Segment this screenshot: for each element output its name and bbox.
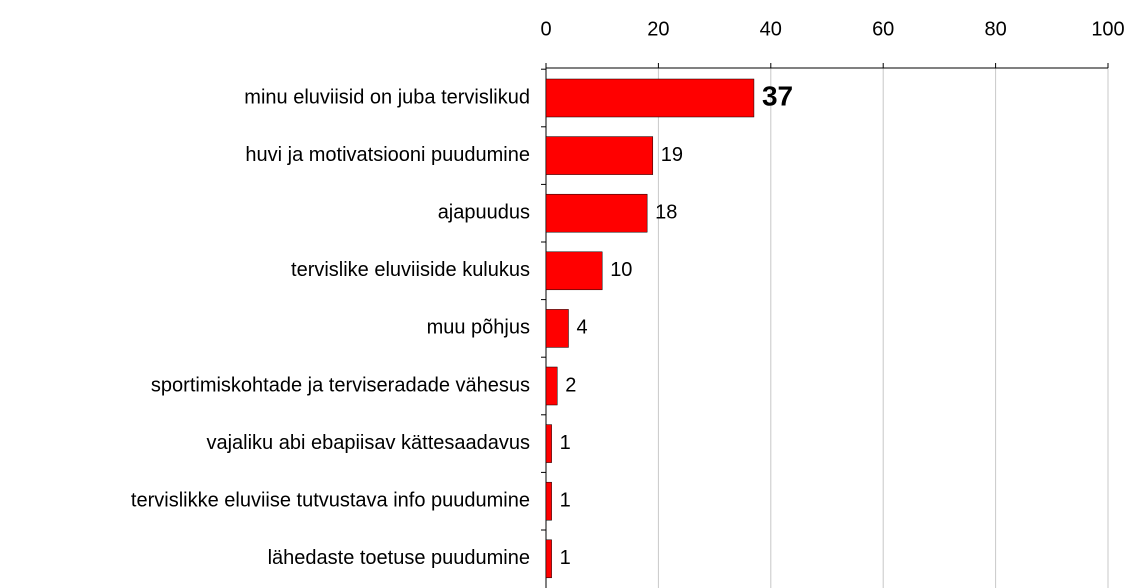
x-tick-label: 20 (647, 18, 669, 40)
bar (545, 366, 558, 406)
x-tick-label: 40 (760, 18, 782, 40)
bar (545, 309, 569, 348)
bar (545, 424, 552, 463)
y-tick-label: muu põhjus (427, 317, 530, 339)
bar (545, 539, 552, 579)
value-label: 10 (610, 259, 632, 281)
value-label: 1 (560, 432, 571, 454)
y-tick-label: tervislike eluviiside kulukus (291, 259, 530, 281)
bar (545, 78, 755, 118)
value-label: 1 (560, 547, 571, 569)
y-tick-label: sportimiskohtade ja terviseradade vähesu… (151, 374, 530, 396)
value-label: 1 (560, 489, 571, 511)
x-tick-label: 60 (872, 18, 894, 40)
y-tick-label: lähedaste toetuse puudumine (268, 547, 530, 569)
value-label: 2 (565, 374, 576, 396)
y-tick-label: tervislikke eluviise tutvustava info puu… (131, 489, 530, 511)
value-label: 19 (661, 144, 683, 166)
x-tick-label: 100 (1091, 18, 1124, 40)
y-tick-label: minu eluviisid on juba tervislikud (244, 86, 530, 108)
value-label: 18 (655, 201, 677, 223)
value-label: 4 (576, 317, 587, 339)
bar (545, 481, 552, 521)
bar (545, 136, 654, 175)
x-tick-label: 80 (984, 18, 1006, 40)
value-label: 37 (762, 80, 793, 111)
bar (545, 251, 603, 291)
bar (545, 193, 648, 233)
y-tick-label: huvi ja motivatsiooni puudumine (245, 144, 530, 166)
x-tick-label: 0 (540, 18, 551, 40)
y-tick-label: vajaliku abi ebapiisav kättesaadavus (206, 432, 530, 454)
y-tick-label: ajapuudus (438, 201, 530, 223)
